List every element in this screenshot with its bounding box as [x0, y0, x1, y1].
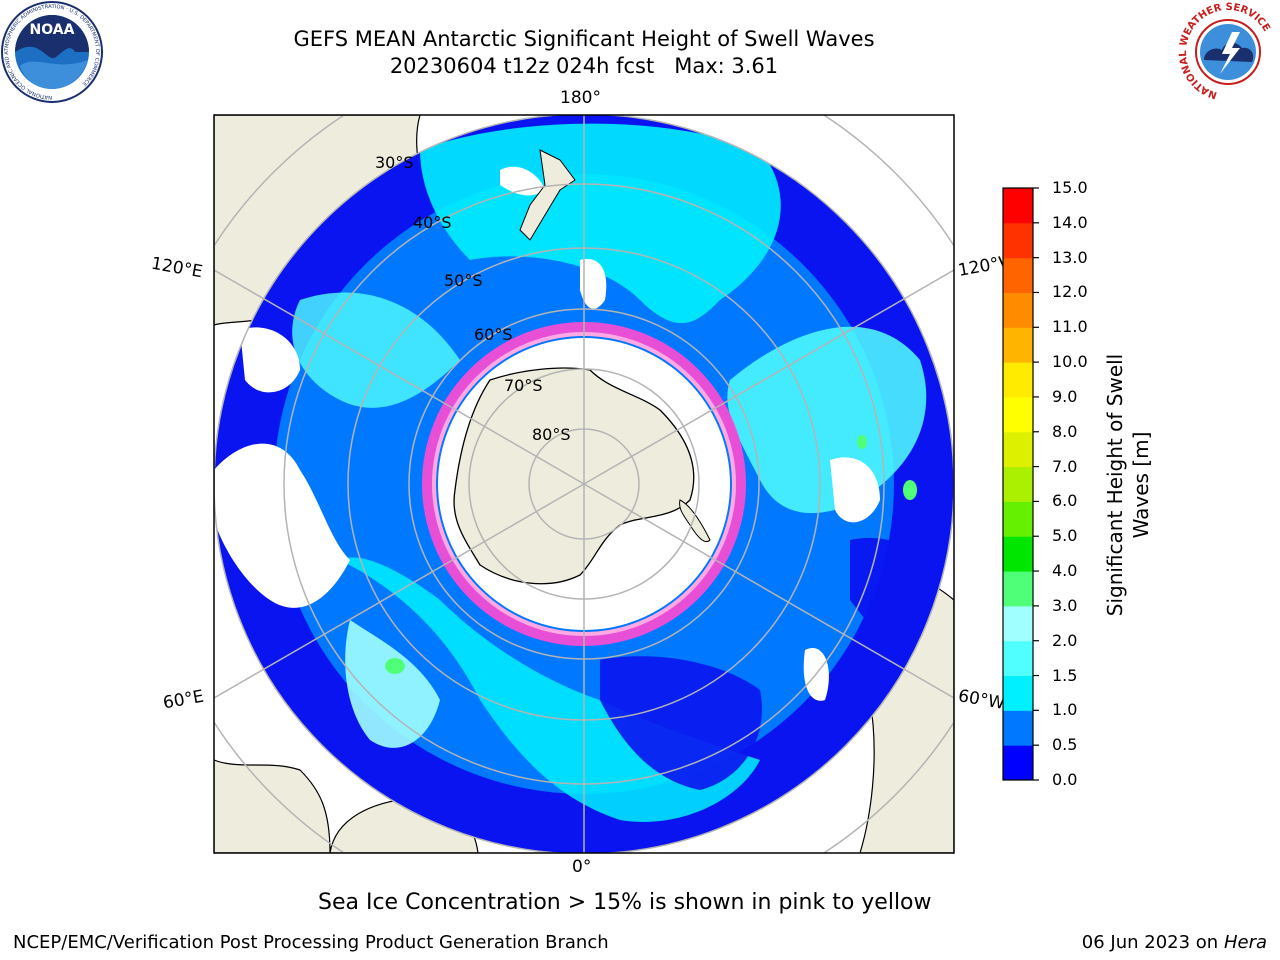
swell-region-cyan-west [292, 292, 460, 408]
colorbar-segment [1003, 675, 1033, 711]
nodata-patch-north [580, 259, 607, 309]
colorbar-segment [1003, 536, 1033, 572]
svg-text:NOAA: NOAA [30, 22, 75, 38]
chart-subtitle: 20230604 t12z 024h fcst Max: 3.61 [389, 54, 779, 78]
colorbar-tick-label: 0.5 [1052, 735, 1078, 755]
colorbar-title: Significant Height of Swell Waves [m] [1103, 353, 1153, 617]
map-frame [213, 114, 955, 854]
swell-max-east [903, 480, 917, 500]
colorbar-segment [1003, 396, 1033, 433]
lat-label-70s: 70°S [504, 376, 543, 395]
nodata-patch-northwest [240, 327, 300, 393]
meridian-gridlines [214, 115, 954, 853]
lat-label-30s: 30°S [375, 153, 414, 172]
nodata-patch-east [830, 457, 880, 523]
colorbar-segment [1003, 292, 1033, 328]
noaa-logo: NOAA NATIONAL OCEANIC AND ATMOSPHERIC AD… [1, 1, 103, 103]
colorbar-tick-label: 7.0 [1052, 456, 1078, 476]
colorbar-tick-label: 13.0 [1052, 247, 1088, 267]
lat-label-60s: 60°S [474, 325, 513, 344]
colorbar-segment [1003, 571, 1033, 607]
colorbar-tick-label: 14.0 [1052, 212, 1088, 232]
colorbar-segment [1003, 222, 1033, 259]
colorbar-tick-label: 2.0 [1052, 630, 1078, 650]
swell-max-east-2 [857, 435, 867, 449]
footer-date: 06 Jun 2023 on Hera [1081, 932, 1267, 953]
chart-title: GEFS MEAN Antarctic Significant Height o… [293, 27, 875, 51]
colorbar-tick-label: 8.0 [1052, 421, 1078, 441]
colorbar-segment [1003, 327, 1033, 363]
colorbar-segment [1003, 431, 1033, 468]
lat-label-80s: 80°S [532, 425, 571, 444]
lat-label-50s: 50°S [444, 271, 483, 290]
colorbar-tick-label: 15.0 [1052, 178, 1088, 197]
swell-region-dark-south [600, 656, 762, 790]
swell-region-light-southwest [345, 620, 440, 748]
colorbar-segment [1003, 257, 1033, 293]
colorbar-tick-label: 0.0 [1052, 770, 1078, 789]
lon-label-0: 0° [572, 857, 592, 877]
colorbar-tick-label: 12.0 [1052, 282, 1088, 302]
colorbar-tick-label: 1.5 [1052, 665, 1078, 685]
swell-region-cyan-east [727, 326, 927, 514]
lat-label-40s: 40°S [413, 213, 452, 232]
colorbar-segment [1003, 640, 1033, 677]
colorbar-segment [1003, 188, 1033, 224]
nodata-patch-west [214, 443, 350, 608]
footer-credit: NCEP/EMC/Verification Post Processing Pr… [13, 932, 609, 953]
land-new-zealand [519, 149, 576, 241]
colorbar-segment [1003, 501, 1033, 537]
colorbar-tick-label: 3.0 [1052, 595, 1078, 615]
colorbar-tick-label: 6.0 [1052, 491, 1078, 511]
colorbar-segment [1003, 710, 1033, 746]
lon-label-180: 180° [560, 88, 601, 108]
colorbar-tick-label: 9.0 [1052, 386, 1078, 406]
nws-logo: NATIONAL WEATHER SERVICE [1178, 2, 1275, 100]
colorbar-tick-label: 4.0 [1052, 561, 1078, 581]
colorbar-segment [1003, 466, 1033, 502]
colorbar-tick-label: 11.0 [1052, 317, 1088, 337]
colorbar-segment [1003, 605, 1033, 642]
colorbar-tick-label: 5.0 [1052, 526, 1078, 546]
swell-max-west [385, 658, 405, 674]
land-africa [214, 759, 331, 853]
colorbar-tick-label: 10.0 [1052, 352, 1088, 372]
colorbar-tick-label: 1.0 [1052, 700, 1078, 720]
colorbar-segment [1003, 362, 1033, 398]
colorbar-segment [1003, 745, 1033, 781]
